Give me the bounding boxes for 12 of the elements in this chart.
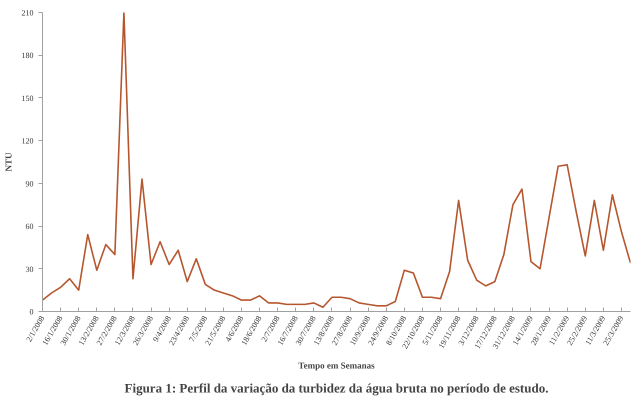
y-tick-label: 120 (22, 136, 34, 146)
y-tick-label: 60 (26, 222, 34, 232)
x-axis-title: Tempo em Semanas (298, 360, 376, 371)
y-tick-label: 210 (22, 8, 34, 18)
text: Figura 1: Perfil da variação da turbidez da água bruta no período de estudo. (124, 380, 548, 396)
y-tick-label: 30 (26, 264, 34, 274)
y-axis-title: NTU (4, 152, 14, 172)
y-tick-label: 90 (26, 179, 34, 188)
y-tick-label: 0 (30, 308, 34, 316)
line-series (42, 12, 630, 308)
y-tick-label: 180 (22, 51, 34, 60)
y-tick-label: 150 (22, 94, 34, 103)
